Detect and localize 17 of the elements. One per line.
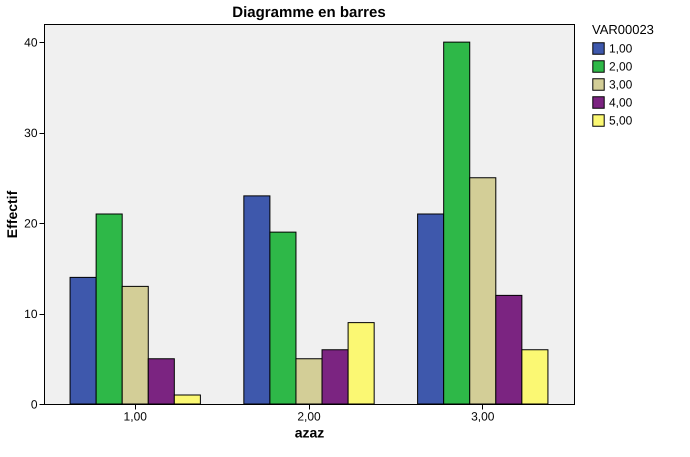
y-tick-label: 20 <box>24 216 38 231</box>
x-tick-label: 2,00 <box>297 410 321 424</box>
legend-title: VAR00023 <box>592 22 654 37</box>
x-tick-label: 1,00 <box>124 410 148 424</box>
y-axis-title: Effectif <box>4 190 20 238</box>
legend-label: 5,00 <box>609 114 633 128</box>
legend-label: 4,00 <box>609 96 633 110</box>
legend-label: 2,00 <box>609 60 633 74</box>
x-axis-title: azaz <box>294 424 324 440</box>
chart-title: Diagramme en barres <box>232 4 386 21</box>
y-tick-label: 30 <box>24 126 38 140</box>
legend-label: 1,00 <box>609 42 633 56</box>
y-tick-label: 10 <box>24 307 38 322</box>
x-tick-label: 3,00 <box>471 410 495 424</box>
legend-label: 3,00 <box>609 78 633 92</box>
y-tick-label: 0 <box>30 398 38 412</box>
y-tick-label: 40 <box>24 36 38 50</box>
